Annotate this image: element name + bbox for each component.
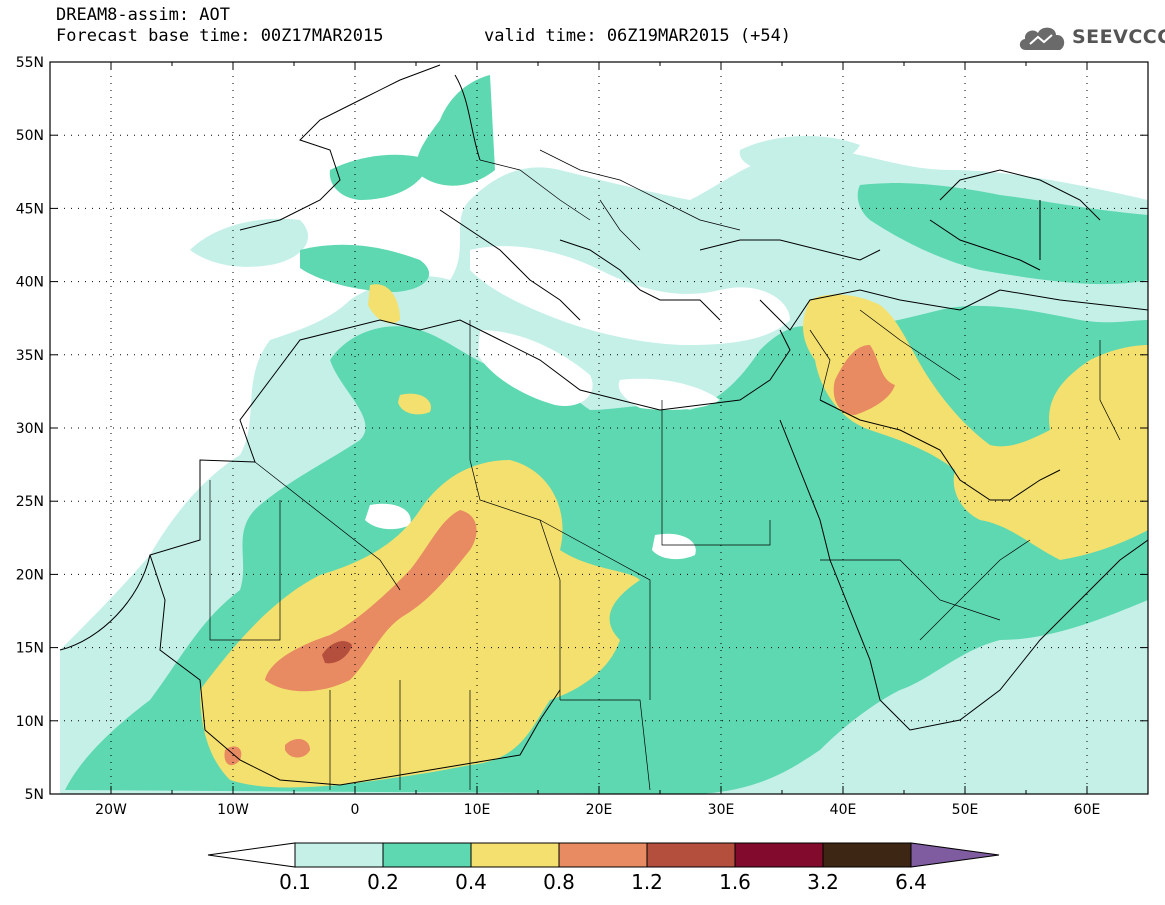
lon-label: 60E <box>1074 802 1101 818</box>
colorbar-label: 0.2 <box>367 870 399 894</box>
axis-ticks <box>49 61 1149 795</box>
lat-label: 10N <box>16 714 44 730</box>
lat-labels: 55N 50N 45N 40N 35N 30N 25N 20N 15N 10N 5N <box>16 55 44 803</box>
lon-labels: 20W 10W 0 10E 20E 30E 40E 50E 60E <box>95 802 1100 818</box>
colorbar-under-arrow <box>207 842 296 868</box>
colorbar-label: 6.4 <box>895 870 927 894</box>
lat-label: 5N <box>25 787 44 803</box>
lat-label: 30N <box>16 421 44 437</box>
lat-label: 45N <box>16 201 44 217</box>
lon-label: 20E <box>586 802 613 818</box>
lon-label: 10E <box>464 802 491 818</box>
valid-time: valid time: 06Z19MAR2015 (+54) <box>484 26 792 46</box>
borders <box>209 149 1121 791</box>
colorbar-label: 0.8 <box>543 870 575 894</box>
colorbar-label: 0.4 <box>455 870 487 894</box>
lon-label: 0 <box>351 802 360 818</box>
forecast-base-time: Forecast base time: 00Z17MAR2015 <box>56 26 384 46</box>
colorbar-over-arrow <box>910 842 1000 868</box>
aot-field-0.8 <box>224 345 895 766</box>
lat-label: 20N <box>16 567 44 583</box>
lon-label: 10W <box>217 802 249 818</box>
lat-label: 55N <box>16 55 44 71</box>
colorbar: 0.1 0.2 0.4 0.8 1.2 1.6 3.2 6.4 <box>207 842 1000 894</box>
colorbar-swatch <box>294 842 384 868</box>
cloud-icon <box>1019 27 1065 50</box>
aot-field-clear <box>365 246 790 560</box>
colorbar-swatch <box>558 842 648 868</box>
lat-label: 25N <box>16 494 44 510</box>
coastlines <box>59 64 1148 786</box>
colorbar-swatch <box>734 842 824 868</box>
lat-label: 35N <box>16 348 44 364</box>
lon-label: 50E <box>952 802 979 818</box>
aot-field-1.2 <box>322 641 352 664</box>
lon-label: 30E <box>708 802 735 818</box>
colorbar-swatch <box>822 842 912 868</box>
colorbar-label: 1.2 <box>631 870 663 894</box>
lon-label: 20W <box>95 802 127 818</box>
colorbar-label: 3.2 <box>807 870 839 894</box>
logo-text: SEEVCCC <box>1072 26 1165 48</box>
map-title: DREAM8-assim: AOT <box>56 5 230 25</box>
colorbar-swatch <box>382 842 472 868</box>
colorbar-swatch <box>646 842 736 868</box>
aot-field-0.4 <box>200 284 1148 788</box>
lat-label: 15N <box>16 641 44 657</box>
colorbar-label: 0.1 <box>279 870 311 894</box>
lon-label: 40E <box>830 802 857 818</box>
grid-lines <box>50 62 1148 794</box>
colorbar-swatch <box>470 842 560 868</box>
seevccc-logo: SEEVCCC <box>1016 22 1165 58</box>
lat-label: 40N <box>16 275 44 291</box>
aot-field <box>50 62 1148 794</box>
lat-label: 50N <box>16 128 44 144</box>
colorbar-label: 1.6 <box>719 870 751 894</box>
